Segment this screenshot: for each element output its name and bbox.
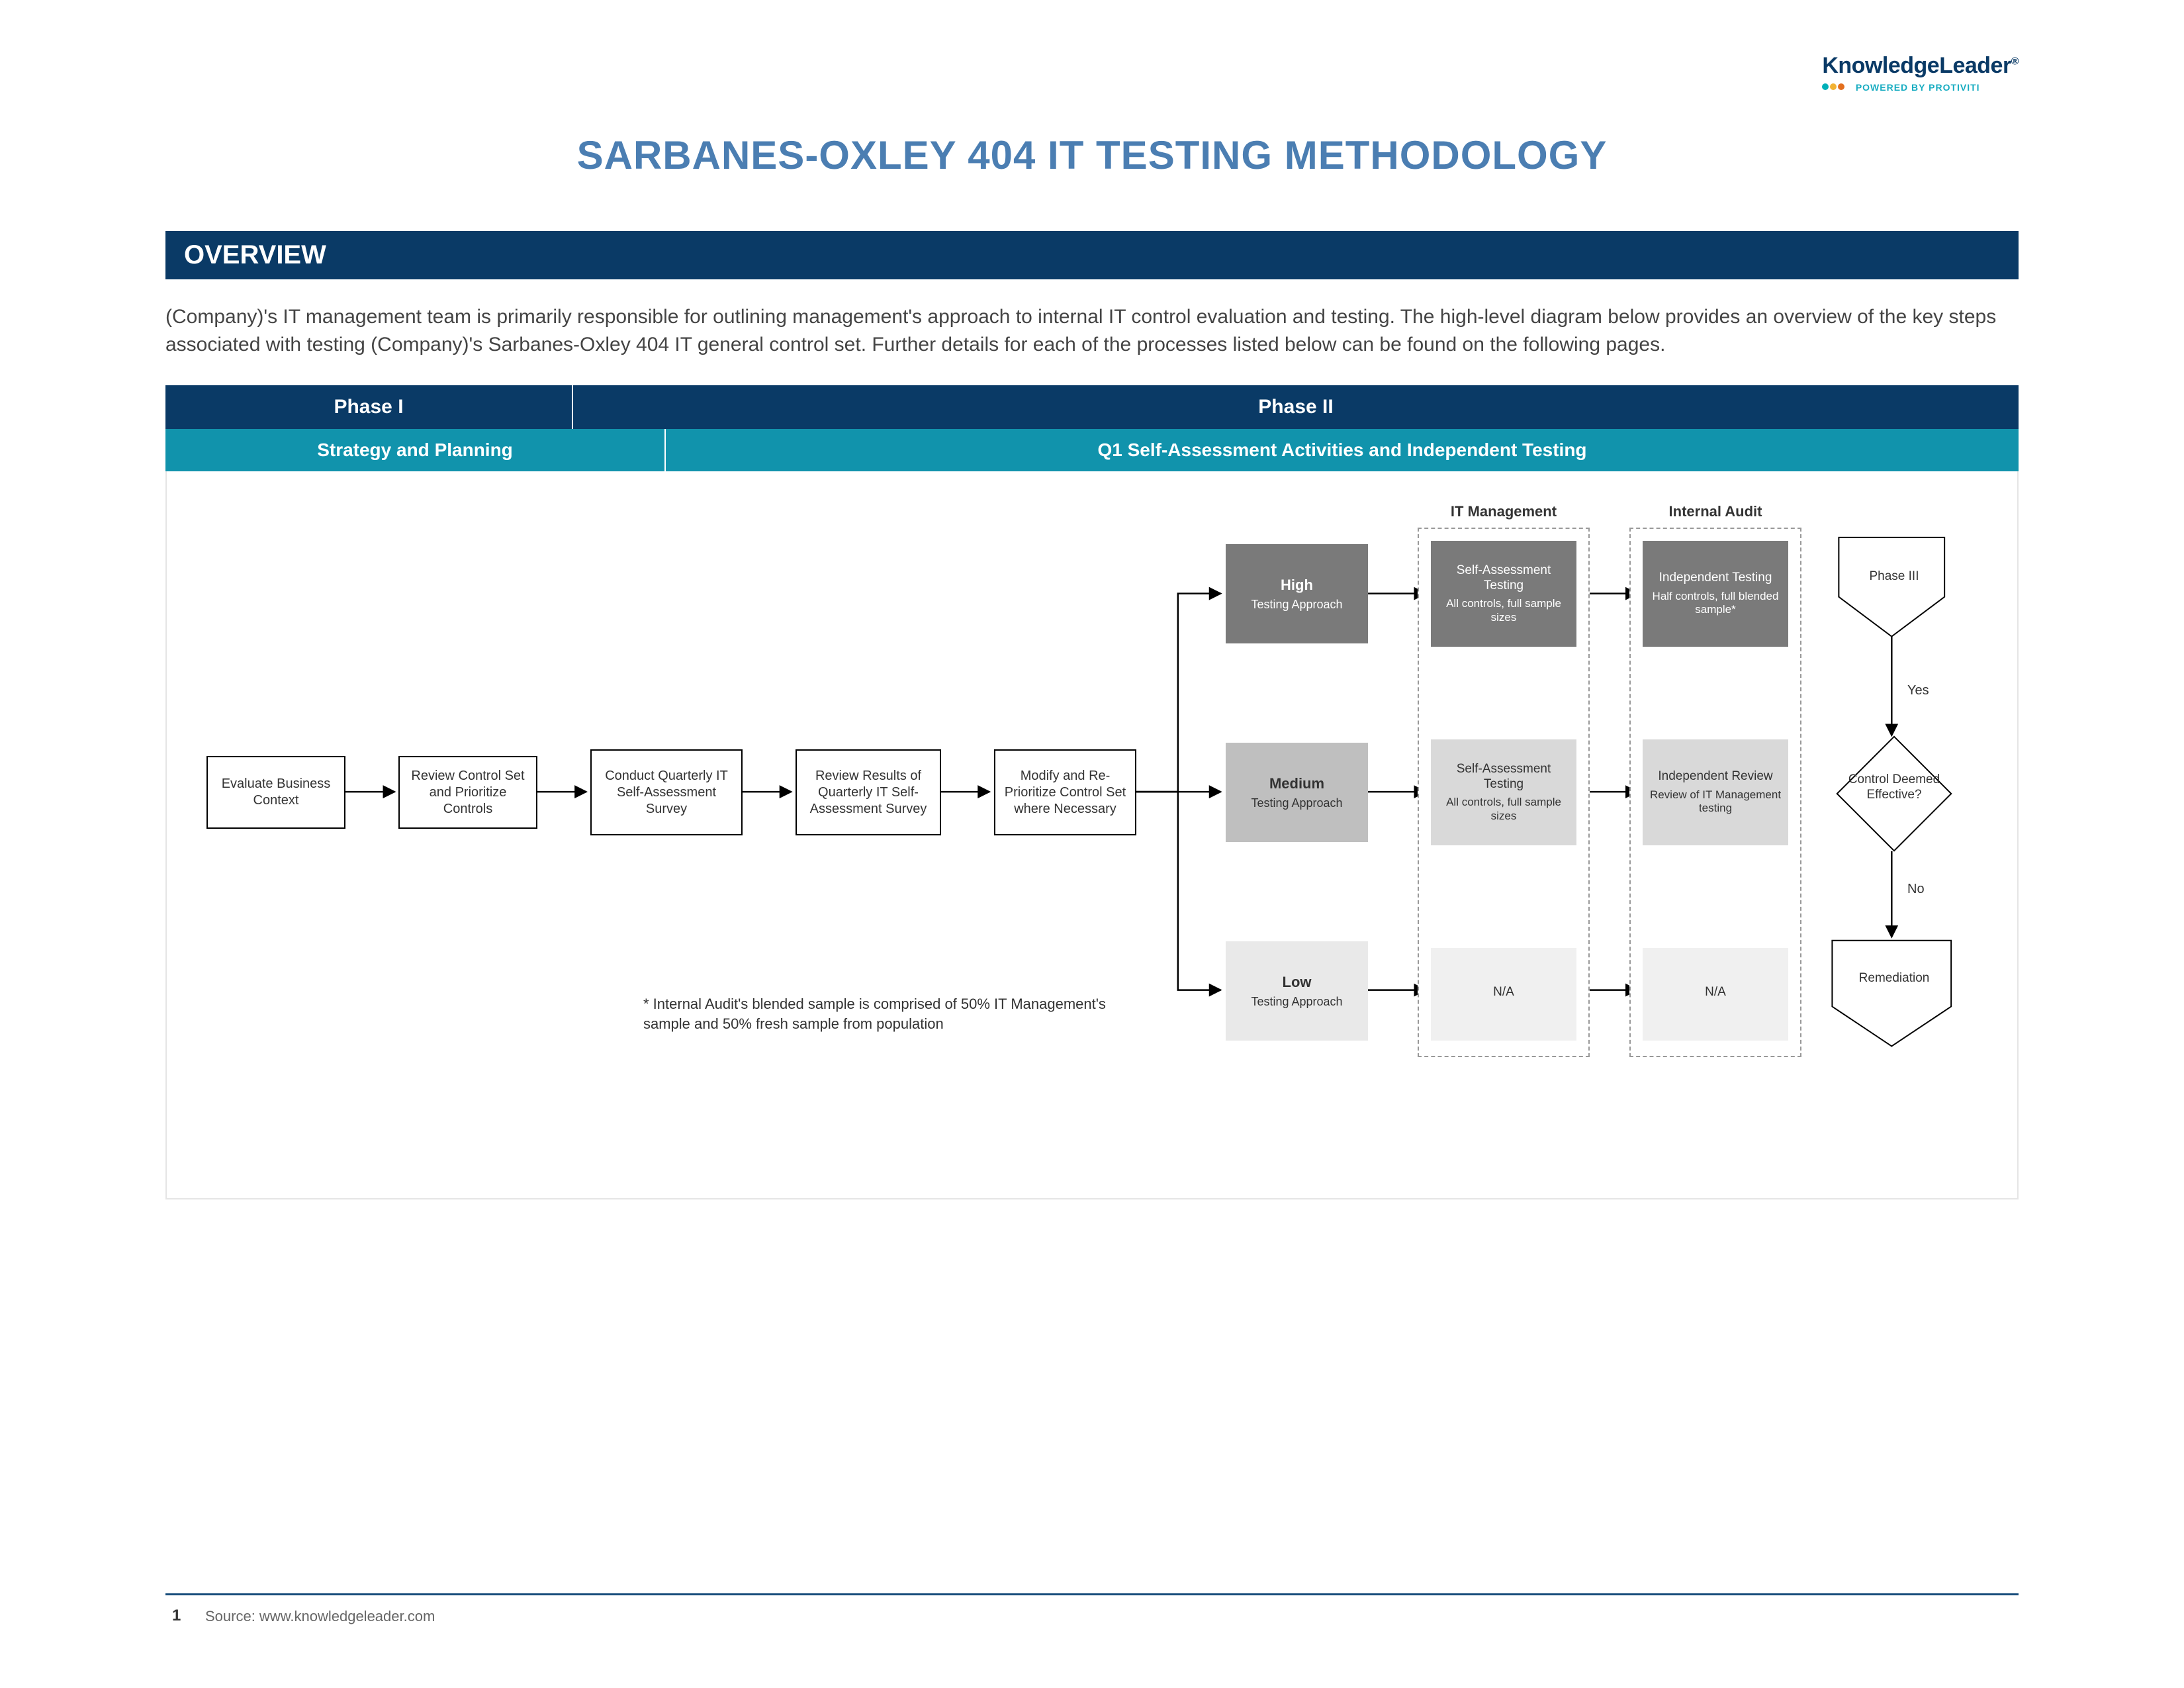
phase-subheader-row: Strategy and Planning Q1 Self-Assessment…: [165, 429, 2019, 471]
risk-low-box: Low Testing Approach: [1226, 941, 1368, 1041]
section-header-overview: OVERVIEW: [165, 231, 2019, 279]
risk-high-box: High Testing Approach: [1226, 544, 1368, 643]
cell-itm-low: N/A: [1431, 948, 1576, 1041]
brand-tagline: POWERED BY PROTIVITI: [1856, 82, 1980, 93]
node-review-control-set: Review Control Set and Prioritize Contro…: [398, 756, 537, 829]
cell-ia-high: Independent Testing Half controls, full …: [1643, 541, 1788, 647]
phase2-subheader: Q1 Self-Assessment Activities and Indepe…: [666, 429, 2019, 471]
footer-page-number: 1: [172, 1607, 181, 1625]
footer-source: Source: www.knowledgeleader.com: [205, 1608, 435, 1625]
page-title: SARBANES-OXLEY 404 IT TESTING METHODOLOG…: [165, 132, 2019, 178]
phase1-header: Phase I: [165, 385, 573, 429]
label-no: No: [1907, 882, 1925, 897]
cell-ia-low: N/A: [1643, 948, 1788, 1041]
swimlane-title-internal-audit: Internal Audit: [1629, 503, 1801, 520]
diagram-area: Evaluate Business Context Review Control…: [165, 471, 2019, 1199]
phase1-subheader: Strategy and Planning: [165, 429, 666, 471]
node-conduct-survey: Conduct Quarterly IT Self-Assessment Sur…: [590, 749, 743, 835]
swimlane-title-it-management: IT Management: [1418, 503, 1590, 520]
footer-rule: [165, 1593, 2019, 1595]
cell-itm-medium: Self-Assessment Testing All controls, fu…: [1431, 739, 1576, 845]
footnote-blended-sample: * Internal Audit's blended sample is com…: [643, 994, 1120, 1033]
label-yes: Yes: [1907, 683, 1929, 698]
phase-header-row: Phase I Phase II: [165, 385, 2019, 429]
brand-dots-icon: [1822, 81, 1846, 93]
node-evaluate-business-context: Evaluate Business Context: [206, 756, 345, 829]
cell-itm-high: Self-Assessment Testing All controls, fu…: [1431, 541, 1576, 647]
pentagon-phase3-label: Phase III: [1841, 569, 1947, 585]
node-review-results: Review Results of Quarterly IT Self-Asse…: [796, 749, 941, 835]
brand-name: KnowledgeLeader®: [1822, 53, 2019, 78]
risk-medium-box: Medium Testing Approach: [1226, 743, 1368, 842]
overview-paragraph: (Company)'s IT management team is primar…: [165, 303, 2019, 359]
pentagon-remediation-label: Remediation: [1835, 971, 1954, 986]
phase2-header: Phase II: [573, 385, 2019, 429]
cell-ia-medium: Independent Review Review of IT Manageme…: [1643, 739, 1788, 845]
brand-logo: KnowledgeLeader® POWERED BY PROTIVITI: [1822, 53, 2019, 93]
node-modify-reprioritize: Modify and Re-Prioritize Control Set whe…: [994, 749, 1136, 835]
decision-diamond: [1836, 735, 1952, 851]
